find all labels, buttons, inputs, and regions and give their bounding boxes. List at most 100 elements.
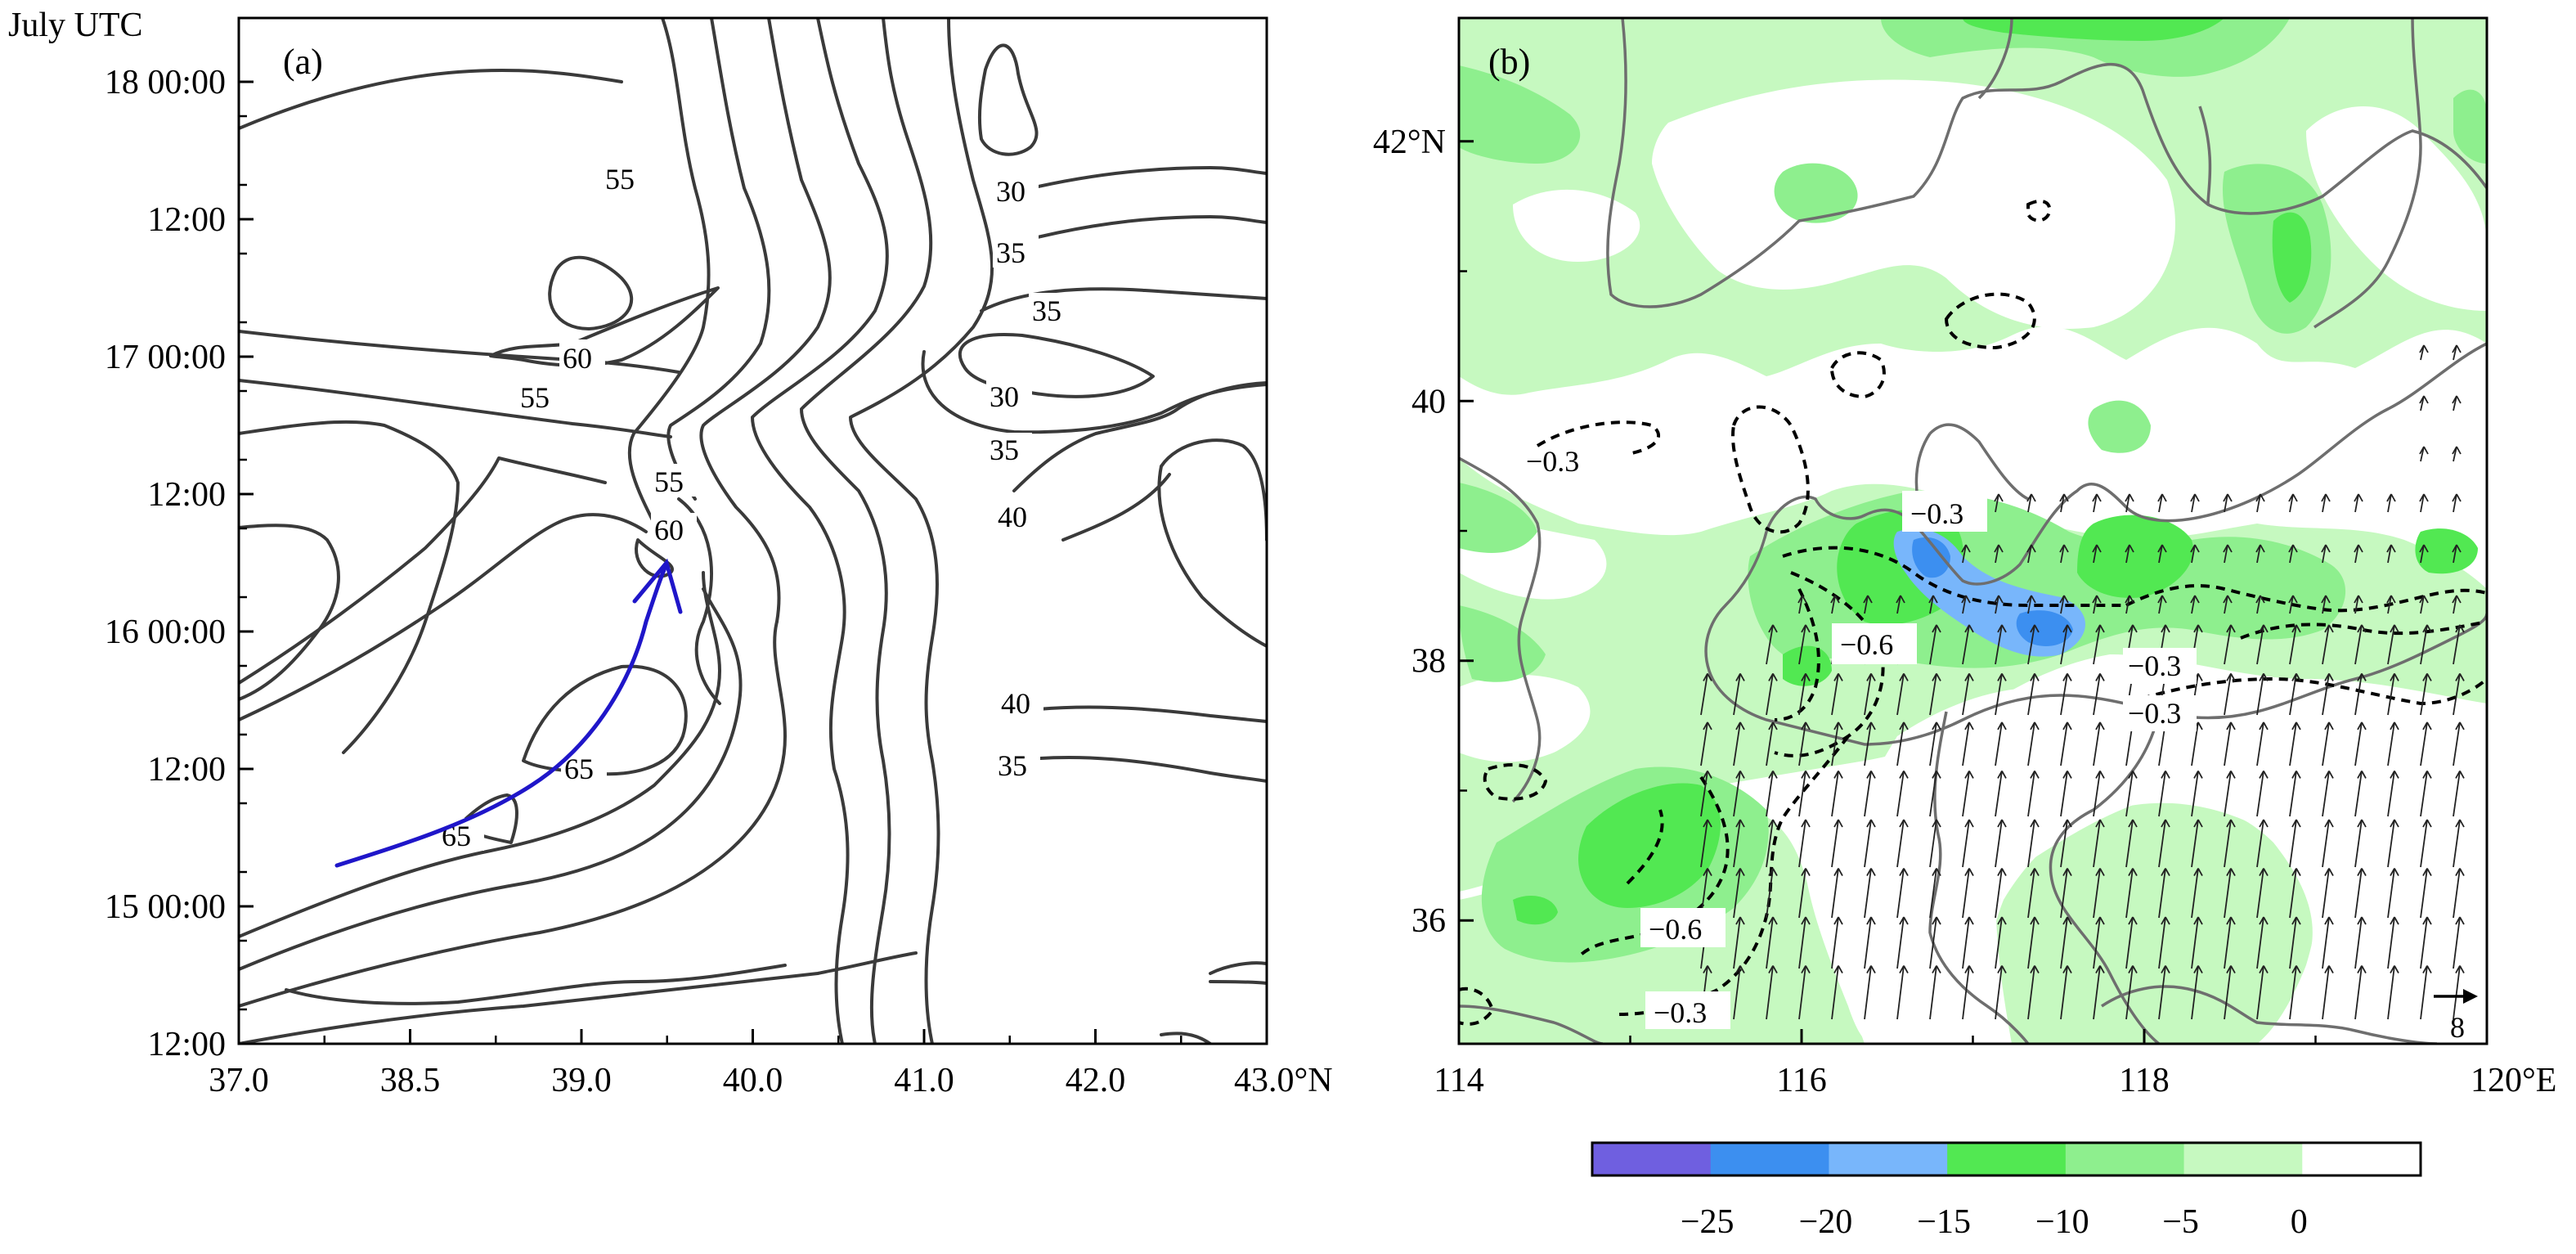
wind-vector — [1896, 673, 1905, 716]
wind-vector-head — [2062, 916, 2072, 925]
wind-vector — [2420, 595, 2425, 614]
colorbar-tick-label: −10 — [2035, 1203, 2089, 1241]
wind-vector-head — [1801, 673, 1811, 681]
wind-vector-head — [2125, 595, 2134, 604]
wind-vector-head — [2223, 544, 2233, 553]
wind-vector — [1831, 819, 1839, 868]
wind-vector-head — [2161, 965, 2170, 973]
wind-vector-head — [1964, 771, 1974, 779]
shade-dark-region — [2272, 212, 2312, 303]
wind-vector-head — [2291, 673, 2301, 681]
wind-vector-head — [1899, 673, 1909, 681]
wind-vector-head — [2161, 868, 2170, 876]
wind-vector-head — [2259, 819, 2269, 828]
wind-vector-head — [2419, 446, 2429, 455]
contour-line — [1012, 756, 1267, 783]
wind-vector-head — [2354, 544, 2363, 553]
wind-vector-head — [1833, 721, 1843, 730]
panel-a-frame — [237, 16, 1268, 1045]
wind-vector — [1831, 595, 1836, 614]
wind-vector — [2387, 493, 2392, 513]
wind-vector — [1733, 771, 1741, 817]
wind-vector — [2125, 771, 2134, 817]
x-tick-label: 116 — [1776, 1062, 1826, 1099]
dashed-contour — [2026, 199, 2052, 222]
wind-vector-head — [1703, 673, 1712, 681]
dashed-contour — [1577, 775, 1730, 959]
wind-vector-head — [2390, 673, 2399, 681]
wind-vector-head — [2226, 624, 2236, 633]
wind-vector — [2060, 624, 2068, 665]
wind-vector — [2060, 771, 2068, 817]
wind-vector — [1700, 673, 1708, 716]
wind-vector-head — [1801, 819, 1811, 828]
contour-label: 60 — [563, 342, 592, 375]
wind-vector-head — [1964, 868, 1974, 876]
contour-label: 30 — [990, 380, 1019, 413]
wind-vector — [2420, 493, 2425, 513]
wind-vector-head — [1768, 916, 1778, 925]
contour-line — [1160, 1032, 1212, 1044]
wind-vector — [2420, 819, 2428, 868]
contour-line — [1012, 166, 1267, 194]
wind-vector-head — [1735, 721, 1745, 730]
wind-vector — [2027, 916, 2035, 969]
wind-vector-head — [2354, 493, 2363, 502]
colorbar-segment — [2302, 1143, 2421, 1175]
wind-vector-head — [2288, 595, 2298, 604]
wind-vector — [2256, 493, 2261, 513]
wind-vector — [2191, 493, 2196, 513]
shade-blue-region — [2016, 610, 2073, 646]
wind-vector — [2322, 771, 2330, 817]
wind-vector-head — [1932, 819, 1941, 828]
wind-vector — [1962, 771, 1970, 817]
wind-vector-head — [2226, 965, 2236, 973]
wind-vector — [2093, 544, 2098, 564]
contour-line — [751, 18, 889, 1044]
wind-vector-head — [2455, 868, 2465, 876]
wind-vector-head — [2390, 771, 2399, 779]
wind-vector-head — [2324, 624, 2334, 633]
reference-vector-label: 8 — [2450, 1011, 2465, 1044]
wind-vector-head — [1833, 916, 1843, 925]
wind-vector — [2289, 965, 2297, 1020]
wind-vector — [2256, 544, 2261, 564]
wind-vector — [2224, 673, 2232, 716]
contour-line — [849, 18, 994, 1044]
wind-vector — [2093, 673, 2101, 716]
wind-vector — [2322, 916, 2330, 969]
wind-vector-head — [2259, 673, 2269, 681]
wind-vector — [1798, 819, 1806, 868]
x-tick-label: 114 — [1434, 1062, 1483, 1099]
wind-vector-head — [1866, 819, 1876, 828]
wind-vector — [2256, 819, 2264, 868]
wind-vector-head — [2092, 544, 2102, 553]
wind-vector-head — [1964, 624, 1974, 633]
wind-vector-head — [2026, 493, 2036, 502]
wind-vector — [2420, 965, 2428, 1020]
wind-vector-head — [2390, 916, 2399, 925]
wind-vector — [2453, 868, 2461, 919]
contour-line — [1012, 705, 1267, 723]
colorbar-tick-label: −15 — [1917, 1203, 1971, 1241]
wind-vector — [2354, 868, 2363, 919]
x-tick-label: 38.5 — [380, 1062, 441, 1099]
wind-vector-head — [2259, 721, 2269, 730]
wind-vector — [2027, 624, 2035, 665]
x-tick-label: 42.0 — [1066, 1062, 1126, 1099]
wind-vector — [2387, 544, 2392, 564]
wind-vector-head — [1768, 819, 1778, 828]
wind-vector-head — [2291, 868, 2301, 876]
wind-vector — [2322, 544, 2327, 564]
wind-vector-head — [1997, 771, 2007, 779]
wind-vector-head — [1896, 595, 1905, 604]
wind-vector-head — [2161, 819, 2170, 828]
wind-vector — [2420, 868, 2428, 919]
wind-vector-head — [1932, 916, 1941, 925]
y-tick-label: 36 — [1411, 902, 1446, 940]
y-tick-label: 12:00 — [147, 751, 226, 789]
wind-vector-head — [1932, 868, 1941, 876]
province-border — [1606, 18, 2487, 308]
wind-vector-head — [2128, 771, 2138, 779]
wind-vector — [1831, 868, 1839, 919]
